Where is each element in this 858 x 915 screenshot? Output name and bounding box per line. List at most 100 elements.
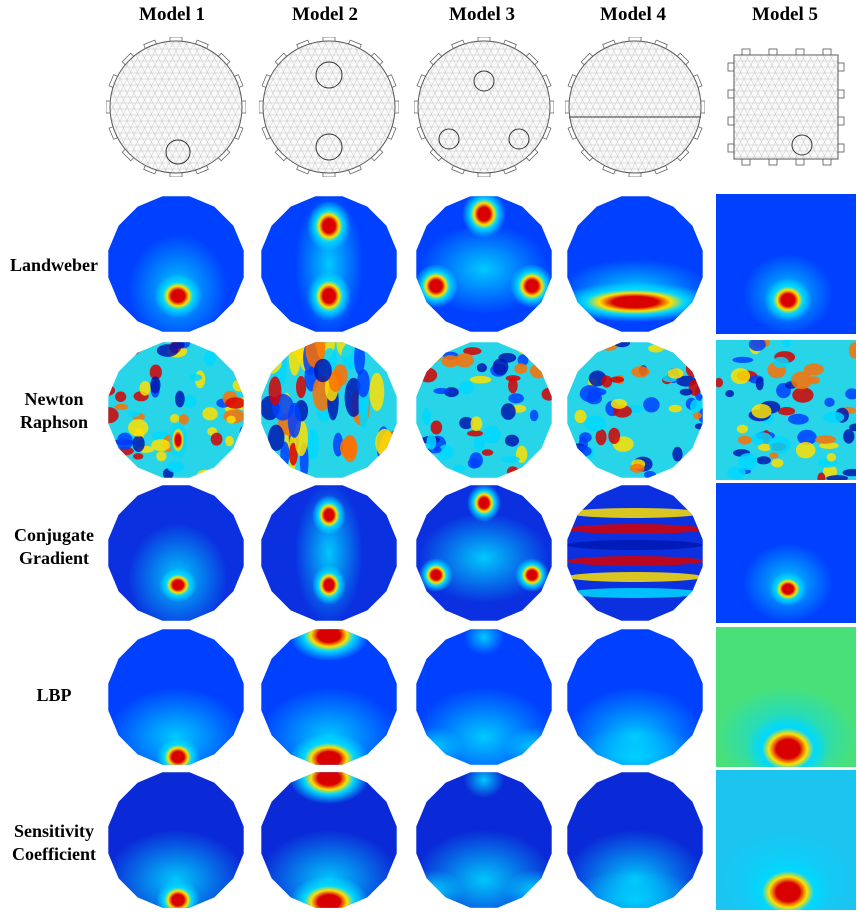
artifact-spot: [576, 358, 586, 365]
artifact-spot: [737, 435, 752, 445]
artifact-spot: [441, 355, 460, 368]
artifact-spot: [672, 446, 683, 462]
artifact-spot: [587, 388, 607, 396]
artifact-spot: [120, 342, 138, 344]
artifact-spot: [748, 340, 766, 352]
artifact-spot: [432, 348, 442, 362]
gradient-halo: [464, 629, 504, 655]
artifact-spot: [314, 358, 332, 383]
reconstructed-inclusion: [289, 629, 369, 661]
artifact-spot: [823, 411, 845, 423]
reconstructed-inclusion: [289, 733, 369, 765]
inclusion-circle: [315, 133, 343, 161]
artifact-spot: [424, 355, 436, 366]
artifact-spot: [261, 442, 272, 464]
artifact-spot: [469, 375, 492, 384]
artifact-spot: [133, 453, 144, 460]
artifact-spot: [492, 358, 509, 376]
artifact-spot: [231, 462, 244, 478]
reconstruction-landweber-model-5: [716, 194, 856, 334]
artifact-spot: [716, 377, 723, 388]
inclusion-circle: [791, 134, 813, 156]
artifact-spot: [849, 423, 856, 432]
artifact-spot: [575, 468, 597, 477]
column-header-model-5: Model 5: [752, 4, 818, 25]
reconstruction-conjugate-gradient-model-1: [106, 483, 246, 623]
reconstructed-inclusion: [769, 572, 807, 606]
reconstructed-inclusion: [467, 485, 501, 522]
gradient-halo: [567, 870, 703, 908]
artifact-spot: [631, 366, 650, 378]
artifact-spot: [307, 428, 319, 460]
artifact-spot: [420, 460, 442, 467]
artifact-spot: [506, 466, 519, 478]
artifact-spot: [328, 370, 343, 392]
row-label-lbp: LBP: [0, 684, 108, 707]
artifact-spot: [769, 452, 779, 459]
artifact-spot: [791, 371, 812, 390]
reconstruction-sensitivity-coefficient-model-1: [106, 770, 246, 910]
artifact-spot: [151, 439, 171, 452]
row-label-line: LBP: [36, 685, 72, 705]
artifact-spot: [508, 377, 518, 394]
artifact-spot: [469, 452, 483, 469]
reconstruction-lbp-model-4: [565, 627, 705, 767]
artifact-band: [567, 556, 703, 566]
artifact-spot: [516, 342, 538, 356]
artifact-spot: [815, 435, 836, 444]
artifact-spot: [467, 430, 484, 437]
artifact-spot: [582, 342, 596, 357]
artifact-spot: [824, 397, 835, 407]
artifact-spot: [175, 390, 185, 408]
artifact-spot: [609, 376, 625, 383]
artifact-spot: [685, 360, 699, 378]
reconstructed-inclusion: [764, 278, 812, 322]
reconstruction-conjugate-gradient-model-2: [259, 483, 399, 623]
artifact-spot: [500, 403, 516, 420]
artifact-spot: [473, 434, 485, 452]
artifact-spot: [430, 420, 443, 435]
column-header-model-4: Model 4: [600, 4, 666, 25]
gradient-halo: [295, 485, 363, 621]
artifact-spot: [803, 363, 824, 376]
row-label-line: Newton: [24, 389, 84, 409]
artifact-spot: [167, 461, 185, 473]
artifact-spot: [455, 353, 474, 368]
artifact-spot: [416, 452, 426, 466]
artifact-spot: [505, 434, 519, 447]
artifact-spot: [132, 435, 145, 452]
artifact-spot: [694, 462, 703, 469]
artifact-spot: [114, 403, 129, 410]
artifact-spot: [416, 351, 427, 368]
artifact-spot: [795, 442, 816, 459]
reconstructed-inclusion: [312, 495, 346, 535]
artifact-spot: [772, 356, 789, 368]
artifact-band: [567, 588, 703, 598]
artifact-spot: [788, 413, 809, 425]
reconstructed-inclusion: [419, 558, 453, 592]
artifact-spot: [416, 469, 432, 478]
mesh-model-4: [565, 37, 705, 177]
artifact-spot: [459, 416, 474, 430]
artifact-spot: [204, 350, 216, 367]
artifact-spot: [584, 415, 606, 432]
artifact-spot: [149, 364, 162, 380]
artifact-spot: [572, 445, 592, 457]
reconstruction-landweber-model-4: [565, 194, 705, 334]
artifact-spot: [797, 429, 817, 446]
artifact-spot: [417, 471, 439, 478]
reconstructed-inclusion: [154, 274, 202, 318]
artifact-spot: [692, 412, 702, 420]
reconstruction-landweber-model-3: [414, 194, 554, 334]
artifact-spot: [261, 342, 267, 358]
artifact-spot: [757, 443, 773, 451]
artifact-spot: [548, 470, 552, 478]
artifact-spot: [769, 436, 791, 454]
artifact-spot: [267, 466, 283, 478]
artifact-spot: [210, 432, 223, 446]
artifact-spot: [738, 453, 758, 471]
artifact-spot: [730, 368, 751, 385]
reconstruction-conjugate-gradient-model-5: [716, 483, 856, 623]
reconstruction-lbp-model-2: [259, 627, 399, 767]
artifact-spot: [698, 408, 703, 424]
